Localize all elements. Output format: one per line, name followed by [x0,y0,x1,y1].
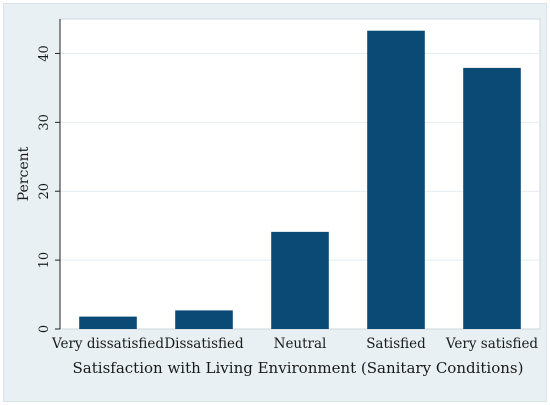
x-tick-label: Very dissatisfied [51,336,164,352]
x-tick-label: Neutral [274,336,327,352]
y-axis-title: Percent [16,146,32,201]
y-tick-label: 20 [37,183,52,200]
y-tick-label: 40 [37,45,52,62]
y-tick-label: 10 [37,252,52,269]
bar [367,30,425,329]
y-tick-label: 30 [37,114,52,131]
x-tick-label: Very satisfied [445,336,539,352]
bar [175,310,233,329]
y-tick-label: 0 [37,325,52,333]
x-tick-label: Satisfied [366,336,426,352]
bars [79,30,521,330]
x-axis: Very dissatisfied Dissatisfied Neutral Sati… [51,336,538,352]
bar [79,316,137,329]
bar [463,67,521,330]
x-axis-title: Satisfaction with Living Environment (Sa… [73,359,524,377]
bar-chart: 0 10 20 30 40 Very dissatisfied Dissatisfied N… [16,18,541,377]
chart-frame: 0 10 20 30 40 Very dissatisfied Dissatisfied N… [3,3,547,402]
y-axis: 0 10 20 30 40 [37,19,61,333]
bar [271,231,329,329]
x-tick-label: Dissatisfied [164,336,244,352]
